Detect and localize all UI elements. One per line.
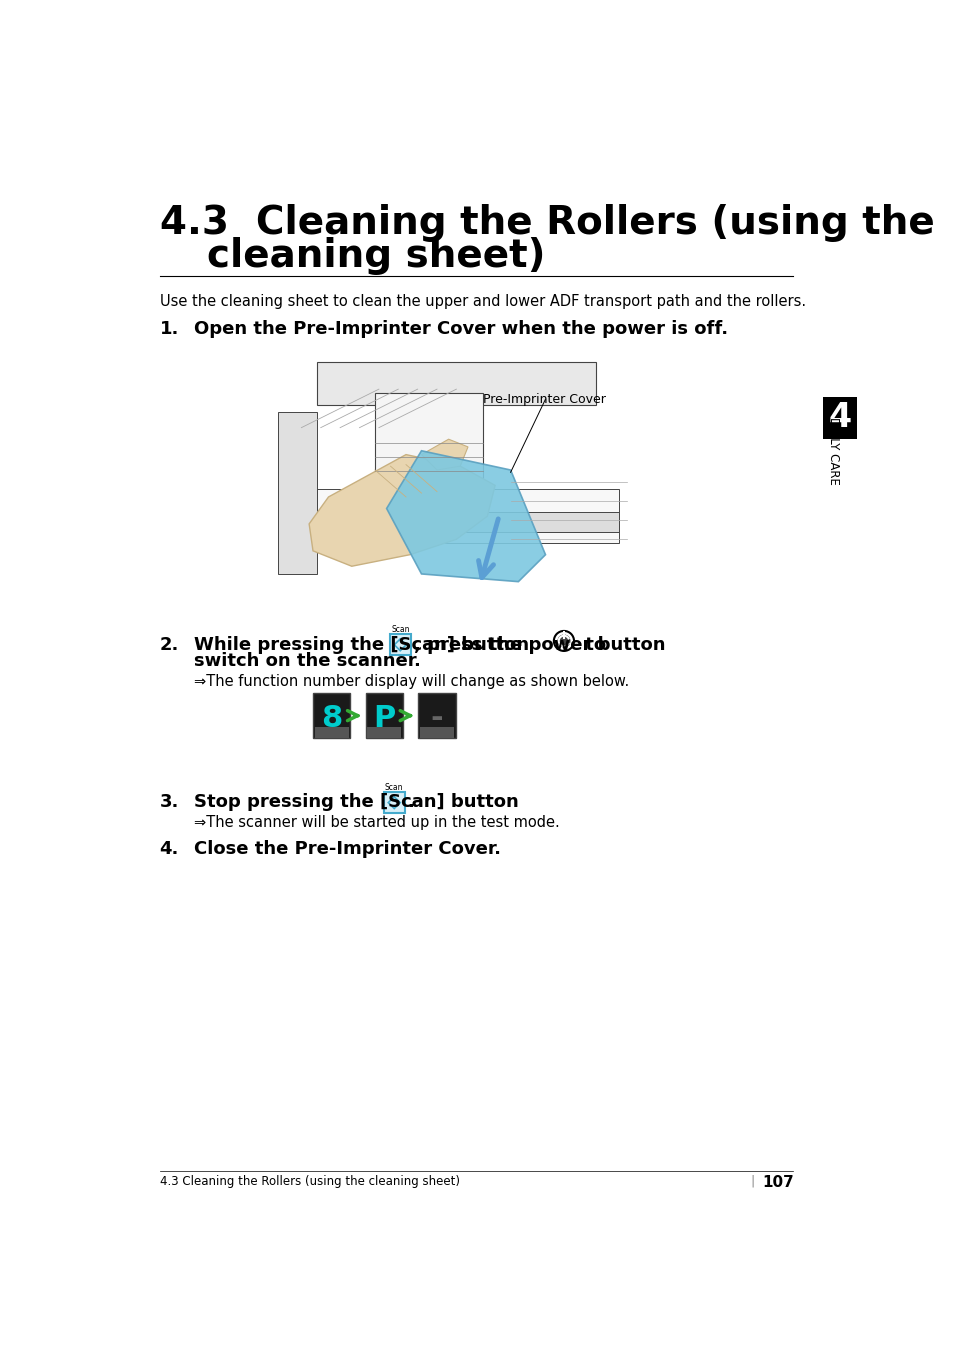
Text: Pre-Imprinter Cover: Pre-Imprinter Cover [483, 393, 606, 406]
Text: cleaning sheet): cleaning sheet) [207, 236, 545, 274]
Text: 4: 4 [827, 401, 851, 433]
Text: Scan: Scan [391, 625, 409, 634]
Text: 4.3  Cleaning the Rollers (using the: 4.3 Cleaning the Rollers (using the [159, 204, 933, 243]
FancyBboxPatch shape [367, 728, 401, 738]
Text: 4.3 Cleaning the Rollers (using the cleaning sheet): 4.3 Cleaning the Rollers (using the clea… [159, 1174, 459, 1188]
Text: P: P [373, 705, 395, 733]
Text: While pressing the [Scan] button: While pressing the [Scan] button [194, 636, 529, 653]
FancyBboxPatch shape [314, 728, 348, 738]
Polygon shape [286, 513, 618, 532]
Text: , press the power button: , press the power button [414, 636, 665, 653]
Text: to: to [578, 636, 606, 653]
Text: ⇒The function number display will change as shown below.: ⇒The function number display will change… [194, 674, 629, 688]
Polygon shape [316, 362, 596, 405]
Text: 2.: 2. [159, 636, 179, 653]
Text: 3.: 3. [159, 794, 179, 811]
FancyBboxPatch shape [313, 694, 350, 738]
Text: Use the cleaning sheet to clean the upper and lower ADF transport path and the r: Use the cleaning sheet to clean the uppe… [159, 294, 805, 309]
Text: |: | [750, 1174, 755, 1188]
Circle shape [557, 634, 570, 648]
FancyBboxPatch shape [365, 694, 402, 738]
FancyBboxPatch shape [419, 728, 454, 738]
Text: -: - [430, 705, 443, 733]
FancyBboxPatch shape [822, 397, 856, 439]
Text: Stop pressing the [Scan] button: Stop pressing the [Scan] button [194, 794, 518, 811]
FancyBboxPatch shape [383, 792, 404, 813]
Text: Scan: Scan [385, 783, 403, 792]
Polygon shape [278, 412, 316, 574]
FancyBboxPatch shape [375, 393, 483, 478]
FancyBboxPatch shape [316, 489, 618, 543]
Text: DAILY CARE: DAILY CARE [826, 417, 840, 485]
Text: Close the Pre-Imprinter Cover.: Close the Pre-Imprinter Cover. [194, 840, 501, 857]
Circle shape [554, 630, 574, 651]
Text: switch on the scanner.: switch on the scanner. [194, 652, 421, 671]
Polygon shape [309, 455, 495, 566]
Polygon shape [421, 439, 468, 470]
Text: 1.: 1. [159, 320, 179, 338]
FancyBboxPatch shape [418, 694, 456, 738]
Text: Open the Pre-Imprinter Cover when the power is off.: Open the Pre-Imprinter Cover when the po… [194, 320, 728, 338]
FancyBboxPatch shape [390, 634, 411, 655]
Text: 8: 8 [320, 705, 342, 733]
Text: 107: 107 [761, 1174, 794, 1189]
Text: ⇒The scanner will be started up in the test mode.: ⇒The scanner will be started up in the t… [194, 815, 559, 830]
Text: 4.: 4. [159, 840, 179, 857]
Text: .: . [407, 794, 414, 811]
Polygon shape [386, 451, 545, 582]
